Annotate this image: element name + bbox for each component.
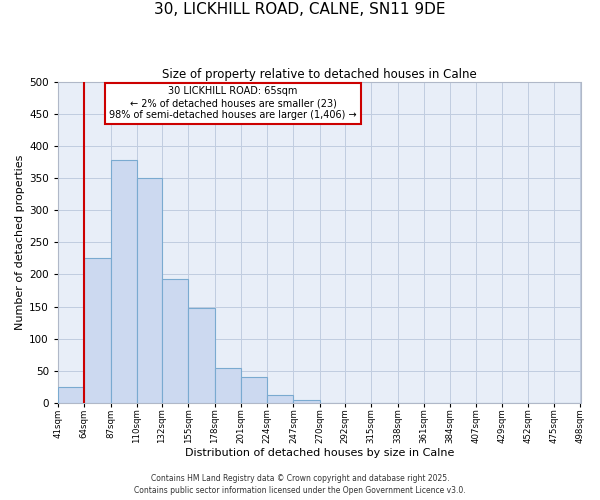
Bar — [188, 308, 215, 403]
Bar — [293, 400, 320, 403]
Bar — [162, 279, 188, 403]
Bar — [58, 387, 84, 403]
Title: Size of property relative to detached houses in Calne: Size of property relative to detached ho… — [162, 68, 476, 80]
X-axis label: Distribution of detached houses by size in Calne: Distribution of detached houses by size … — [185, 448, 454, 458]
Bar — [137, 178, 162, 403]
Bar — [110, 160, 137, 403]
Text: Contains HM Land Registry data © Crown copyright and database right 2025.
Contai: Contains HM Land Registry data © Crown c… — [134, 474, 466, 495]
Y-axis label: Number of detached properties: Number of detached properties — [15, 154, 25, 330]
Bar — [215, 368, 241, 403]
Bar — [267, 395, 293, 403]
Text: 30 LICKHILL ROAD: 65sqm
← 2% of detached houses are smaller (23)
98% of semi-det: 30 LICKHILL ROAD: 65sqm ← 2% of detached… — [109, 86, 357, 120]
Bar — [84, 258, 110, 403]
Bar — [241, 377, 267, 403]
Text: 30, LICKHILL ROAD, CALNE, SN11 9DE: 30, LICKHILL ROAD, CALNE, SN11 9DE — [154, 2, 446, 18]
